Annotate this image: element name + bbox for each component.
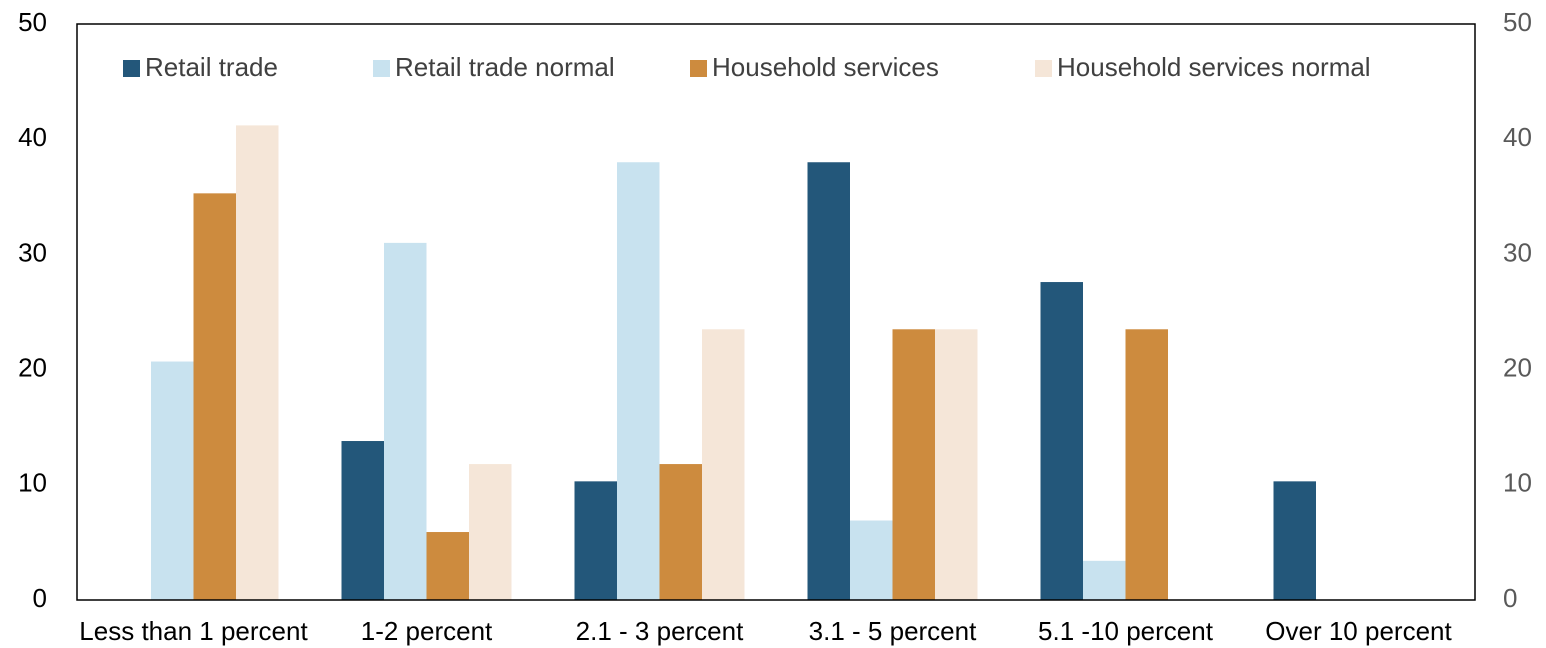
bar [469,464,512,600]
legend-swatch [123,60,140,77]
bar [935,329,978,600]
bar [341,441,384,600]
y-tick-label: 0 [33,583,47,613]
legend-label: Household services normal [1057,52,1371,82]
plot-frame [76,23,1476,601]
y2-tick-label: 40 [1503,122,1532,152]
y2-tick-label: 0 [1503,583,1517,613]
bar [1040,282,1083,600]
bar [1083,560,1126,600]
legend-label: Retail trade normal [395,52,615,82]
bar [702,329,745,600]
y2-tick-label: 30 [1503,237,1532,267]
bar [193,193,236,600]
bar [574,481,617,600]
legend-swatch [373,60,390,77]
legend-label: Retail trade [145,52,278,82]
x-tick-label: Less than 1 percent [79,616,308,646]
y-tick-label: 30 [18,237,47,267]
legend-label: Household services [712,52,939,82]
bar [807,162,850,601]
bar [1273,481,1316,600]
bar [617,162,660,601]
x-tick-label: 2.1 - 3 percent [576,616,744,646]
bar [384,242,427,600]
bar [426,532,469,600]
y-tick-label: 20 [18,352,47,382]
bar [1125,329,1168,600]
y-tick-label: 40 [18,122,47,152]
y2-tick-label: 50 [1503,7,1532,37]
legend-swatch [1035,60,1052,77]
bar [850,520,893,600]
legend-swatch [690,60,707,77]
bar [236,125,279,600]
x-tick-label: 3.1 - 5 percent [809,616,977,646]
y2-tick-label: 10 [1503,468,1532,498]
x-tick-label: Over 10 percent [1265,616,1452,646]
y2-tick-label: 20 [1503,352,1532,382]
bar [659,464,702,600]
x-tick-label: 5.1 -10 percent [1038,616,1214,646]
bar [151,361,194,600]
bar [892,329,935,600]
x-tick-label: 1-2 percent [361,616,493,646]
y-tick-label: 10 [18,468,47,498]
y-tick-label: 50 [18,7,47,37]
